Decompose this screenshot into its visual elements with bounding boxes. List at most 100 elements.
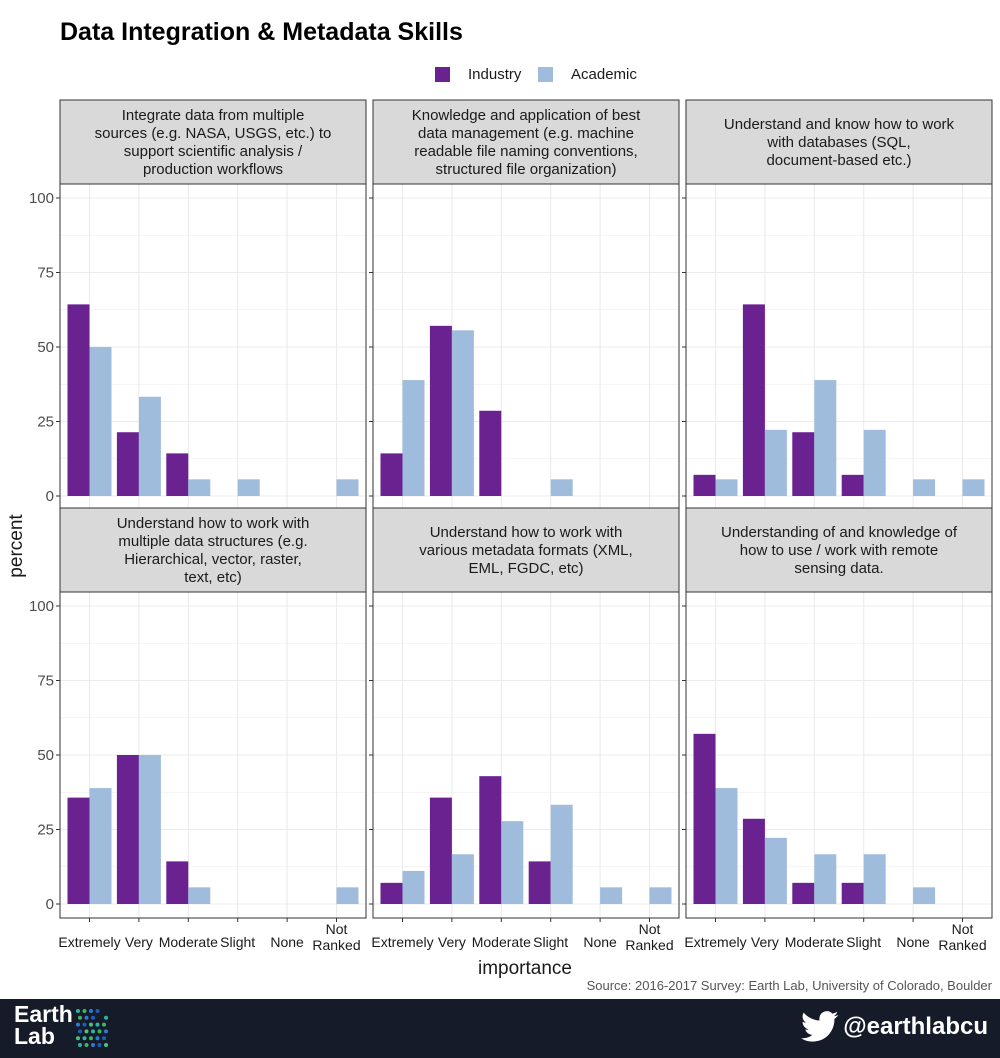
bar-industry [841,474,864,496]
bar-academic [962,479,985,496]
x-tick-label: Moderate [785,934,844,950]
x-tick-label: None [583,934,617,950]
source-note: Source: 2016-2017 Survey: Earth Lab, Uni… [586,978,992,993]
bar-academic [138,396,161,496]
x-tick-label: Extremely [684,934,746,950]
bar-industry [841,882,864,904]
facet-title-line: EML, FGDC, etc) [468,560,583,577]
facet-strip [372,507,680,593]
facet-title-line: data management (e.g. machine [418,125,634,142]
bar-academic [501,821,524,904]
legend-label-industry: Industry [468,66,522,83]
x-tick-label: Slight [533,934,568,950]
bar-industry [742,304,765,496]
logo-dot [78,1043,82,1047]
legend-item-academic: Academic [538,66,637,83]
bar-academic [715,788,738,904]
legend-swatch-academic [538,67,553,82]
bar-industry [479,776,502,904]
twitter-handle-text: @earthlabcu [843,1013,988,1040]
logo-dot [91,1029,95,1034]
logo-dots-icon [76,1009,108,1047]
bar-academic [138,755,161,904]
bar-academic [237,479,260,496]
bar-academic [764,837,787,904]
x-tick-label: None [270,934,304,950]
bar-academic [863,854,886,904]
logo-dot [102,1022,106,1027]
facet-title-line: support scientific analysis / [124,143,303,160]
bar-academic [402,380,425,496]
legend-label-academic: Academic [571,66,637,83]
bar-academic [715,479,738,496]
bar-industry [693,733,716,904]
y-tick-label: 75 [37,673,54,690]
twitter-bird-icon [801,1011,839,1042]
x-tick-label: Not [639,921,661,937]
logo-dot [76,1036,80,1041]
facet-title-line: various metadata formats (XML, [419,542,632,559]
facet-title-line: Hierarchical, vector, raster, [124,551,302,568]
bar-industry [693,474,716,496]
facet-strip [685,99,993,185]
logo-dot [89,1022,93,1027]
logo-dot [102,1036,106,1041]
facet-title-line: production workflows [143,161,283,178]
facet-title-line: sources (e.g. NASA, USGS, etc.) to [95,125,332,142]
bar-industry [792,432,815,496]
bar-academic [649,887,672,904]
facet-title-line: with databases (SQL, [766,134,910,151]
y-tick-label: 25 [37,822,54,839]
legend: Industry Academic [0,66,1000,92]
logo-dot [89,1009,93,1013]
bar-industry [380,453,403,496]
bar-industry [116,432,139,496]
bar-industry [742,818,765,904]
bar-academic [188,479,211,496]
twitter-handle[interactable]: @earthlabcu [801,1011,988,1043]
legend-item-industry: Industry [435,66,521,83]
logo-dot [95,1036,100,1041]
bar-academic [913,887,936,904]
bar-academic [336,479,359,496]
facet-title-line: sensing data. [794,560,883,577]
bar-academic [336,887,359,904]
facet-title-line: structured file organization) [436,161,617,178]
x-tick-label: Extremely [371,934,433,950]
x-tick-label: Very [751,934,779,950]
y-tick-label: 50 [37,747,54,764]
x-tick-label: Ranked [312,937,360,953]
earth-lab-logo: Earth Lab [14,1001,73,1048]
y-tick-label: 25 [37,414,54,431]
logo-dot [78,1015,82,1020]
bar-industry [380,882,403,904]
logo-dot [76,1009,80,1013]
y-tick-label: 0 [46,488,54,505]
logo-dot [91,1043,95,1047]
bar-academic [863,429,886,496]
facet-title-line: document-based etc.) [766,152,911,169]
logo-dot [89,1036,93,1041]
facet-title-line: Integrate data from multiple [122,107,305,124]
bar-industry [166,861,189,904]
y-tick-label: 100 [29,190,54,207]
facet-strip [372,99,680,185]
x-axis-label: importance [478,958,572,979]
logo-line-1: Earth [14,1001,73,1027]
logo-dot [104,1015,108,1020]
bar-academic [550,479,573,496]
bar-academic [550,804,573,904]
x-tick-label: Ranked [938,937,986,953]
footer-bar: Earth Lab @earthlabcu [0,999,1000,1058]
logo-dot [104,1043,108,1047]
facet-strip [685,507,993,593]
facet-title-line: multiple data structures (e.g. [118,533,307,550]
y-tick-label: 0 [46,896,54,913]
x-tick-label: Slight [846,934,881,950]
bar-academic [600,887,623,904]
bar-industry [67,304,90,496]
